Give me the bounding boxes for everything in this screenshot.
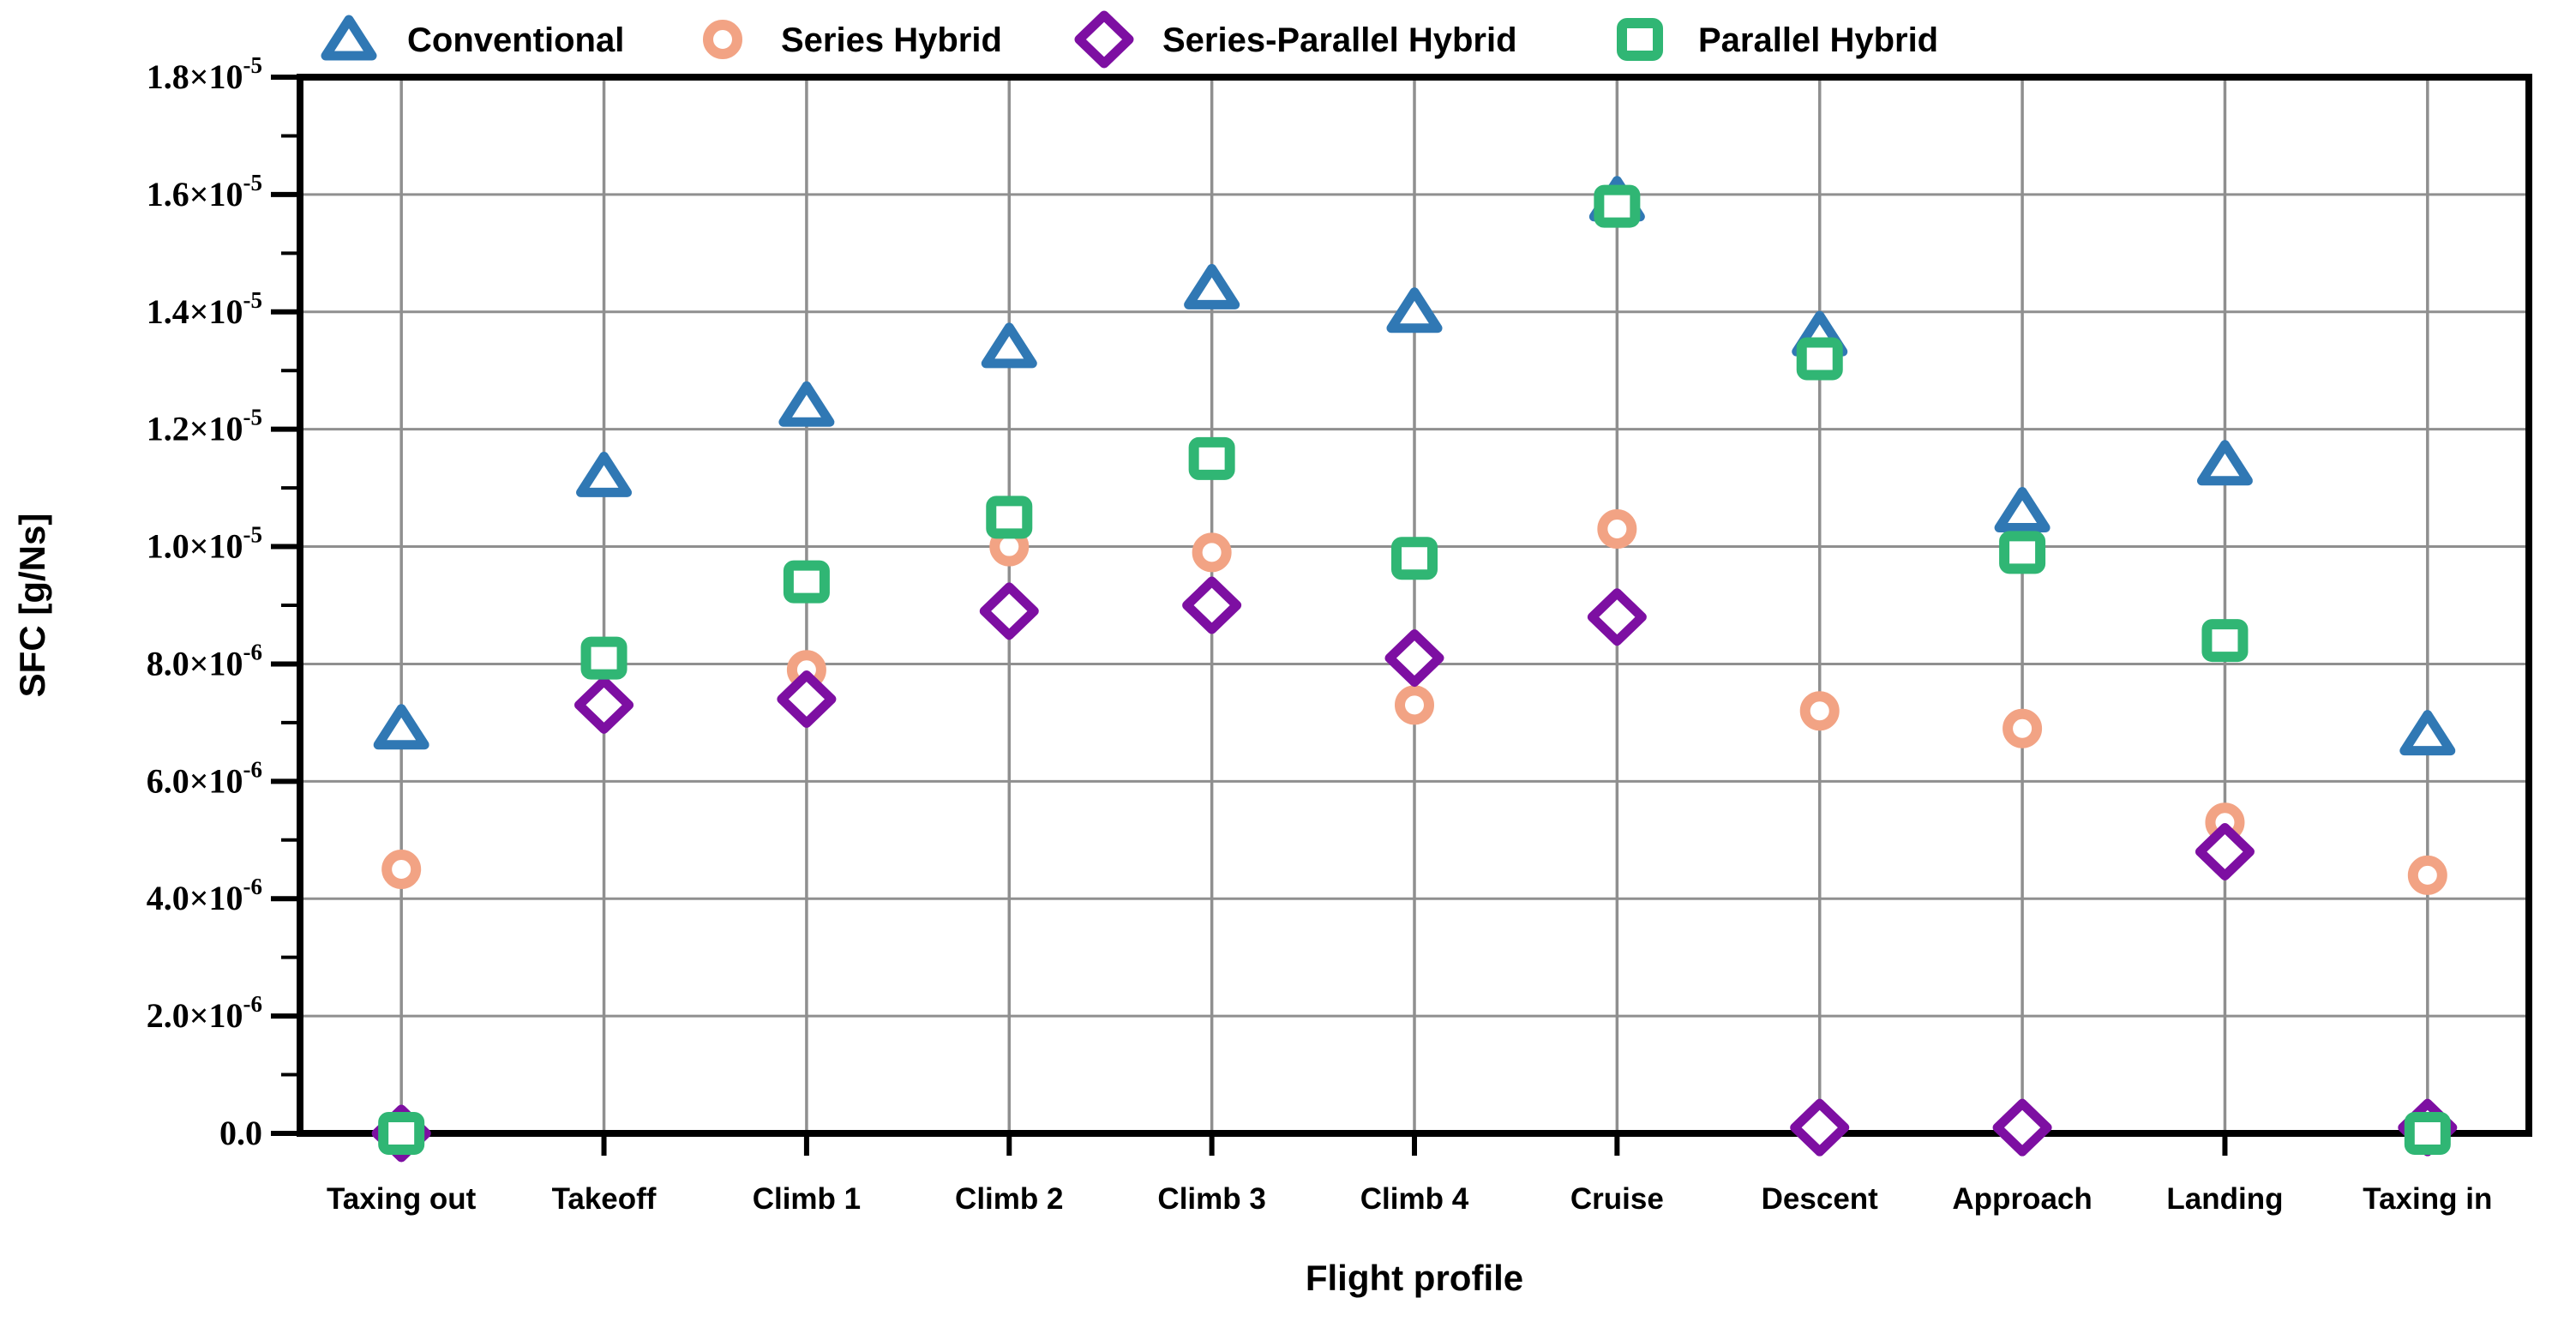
x-tick-label: Climb 3	[1157, 1182, 1265, 1216]
triangle-legend-icon	[321, 15, 377, 61]
data-point	[381, 850, 422, 889]
data-point	[1597, 509, 1637, 550]
y-tick-label: 4.0×10-6	[147, 874, 262, 917]
plot-border	[297, 74, 2532, 1137]
data-point	[2407, 855, 2447, 895]
data-point	[2404, 1112, 2451, 1155]
y-tick-label: 6.0×10-6	[147, 756, 262, 800]
x-tick-label: Climb 4	[1360, 1182, 1469, 1216]
legend-item: Parallel Hybrid	[1617, 18, 1938, 61]
data-point	[778, 381, 835, 427]
data-point	[1594, 184, 1641, 228]
data-point	[2003, 708, 2043, 748]
data-point	[576, 451, 633, 497]
data-point	[580, 636, 627, 680]
data-point	[1994, 486, 2051, 532]
legend-item: Series Hybrid	[703, 20, 1002, 59]
legend-label: Series-Parallel Hybrid	[1162, 21, 1517, 59]
y-tick-label: 1.0×10-5	[147, 522, 262, 566]
circle-legend-icon	[703, 20, 742, 59]
axis-tick-labels: 0.0 2.0×10-6 4.0×10-6 6.0×10-6 8.0×10-6 1.0×1…	[147, 52, 2493, 1216]
data-point	[1790, 1098, 1850, 1157]
y-axis-title: SFC [g/Ns]	[12, 514, 52, 698]
data-point	[1384, 629, 1444, 688]
x-tick-label: Climb 1	[753, 1182, 861, 1216]
data-point	[1386, 287, 1443, 334]
legend: Conventional Series Hybrid Series-Parallel…	[321, 10, 1938, 69]
y-tick-label: 0.0	[219, 1114, 262, 1152]
legend-label: Parallel Hybrid	[1698, 21, 1938, 59]
x-tick-label: Landing	[2166, 1182, 2283, 1216]
legend-label: Series Hybrid	[781, 21, 1002, 59]
data-point	[1799, 691, 1840, 731]
data-point	[574, 676, 634, 734]
data-points	[371, 176, 2458, 1163]
data-point	[1391, 537, 1438, 580]
data-point	[2196, 440, 2253, 486]
diamond-legend-icon	[1074, 10, 1134, 69]
data-point	[1192, 532, 1232, 573]
data-point	[373, 704, 429, 750]
square-legend-icon	[1617, 18, 1663, 61]
data-point	[1395, 685, 1434, 725]
x-tick-label: Descent	[1762, 1182, 1879, 1216]
y-tick-label: 1.4×10-5	[147, 287, 262, 331]
legend-item: Series-Parallel Hybrid	[1074, 10, 1517, 69]
data-point	[986, 496, 1033, 539]
x-tick-label: Approach	[1952, 1182, 2092, 1216]
data-point	[981, 322, 1037, 369]
data-point	[1999, 531, 2046, 574]
y-tick-label: 1.2×10-5	[147, 405, 262, 448]
x-axis-title: Flight profile	[1306, 1258, 1523, 1298]
axis-ticks	[271, 75, 2430, 1156]
y-tick-label: 2.0×10-6	[147, 991, 262, 1035]
axes-box	[297, 74, 2532, 1137]
data-point	[979, 582, 1039, 640]
data-point	[1182, 576, 1242, 634]
y-tick-label: 1.6×10-5	[147, 170, 262, 213]
x-tick-label: Climb 2	[955, 1182, 1063, 1216]
data-point	[2201, 619, 2249, 663]
x-tick-label: Takeoff	[552, 1182, 657, 1216]
data-point	[1992, 1098, 2052, 1157]
legend-item: Conventional	[321, 15, 624, 61]
x-tick-label: Taxing in	[2363, 1182, 2492, 1216]
data-point	[378, 1112, 425, 1155]
x-tick-label: Taxing out	[327, 1182, 477, 1216]
data-point	[1796, 337, 1843, 381]
data-point	[1587, 588, 1647, 646]
data-point	[783, 560, 830, 604]
y-tick-label: 1.8×10-5	[147, 52, 262, 96]
legend-label: Conventional	[407, 21, 624, 59]
x-tick-label: Cruise	[1570, 1182, 1664, 1216]
data-point	[2195, 822, 2255, 880]
y-tick-label: 8.0×10-6	[147, 639, 262, 682]
data-point	[1188, 436, 1235, 480]
gridlines	[300, 77, 2529, 1133]
data-point	[1184, 263, 1240, 309]
data-point	[777, 670, 837, 729]
data-point	[2399, 710, 2456, 756]
